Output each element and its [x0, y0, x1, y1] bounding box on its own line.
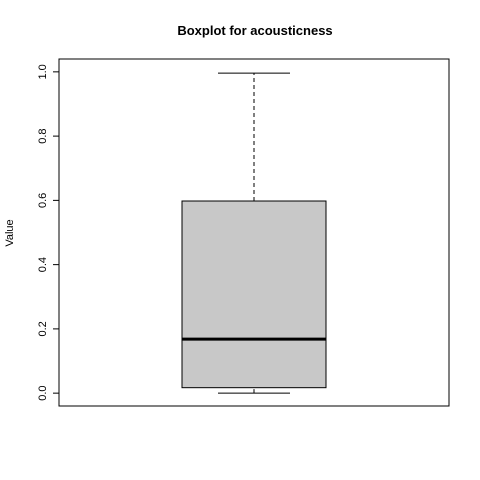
y-axis: 0.0 0.2 0.4 0.6 0.8 1.0 — [37, 64, 60, 401]
box-iqr — [181, 200, 327, 389]
y-tick-label: 0.0 — [37, 385, 49, 400]
chart-title: Boxplot for acousticness — [177, 23, 332, 38]
y-tick-label: 1.0 — [37, 64, 49, 79]
y-tick-label: 0.4 — [37, 257, 49, 272]
box-layer — [181, 72, 327, 394]
y-axis-label: Value — [4, 219, 16, 246]
y-tick-label: 0.8 — [37, 128, 49, 143]
y-tick-label: 0.2 — [37, 321, 49, 336]
y-tick-label: 0.6 — [37, 193, 49, 208]
